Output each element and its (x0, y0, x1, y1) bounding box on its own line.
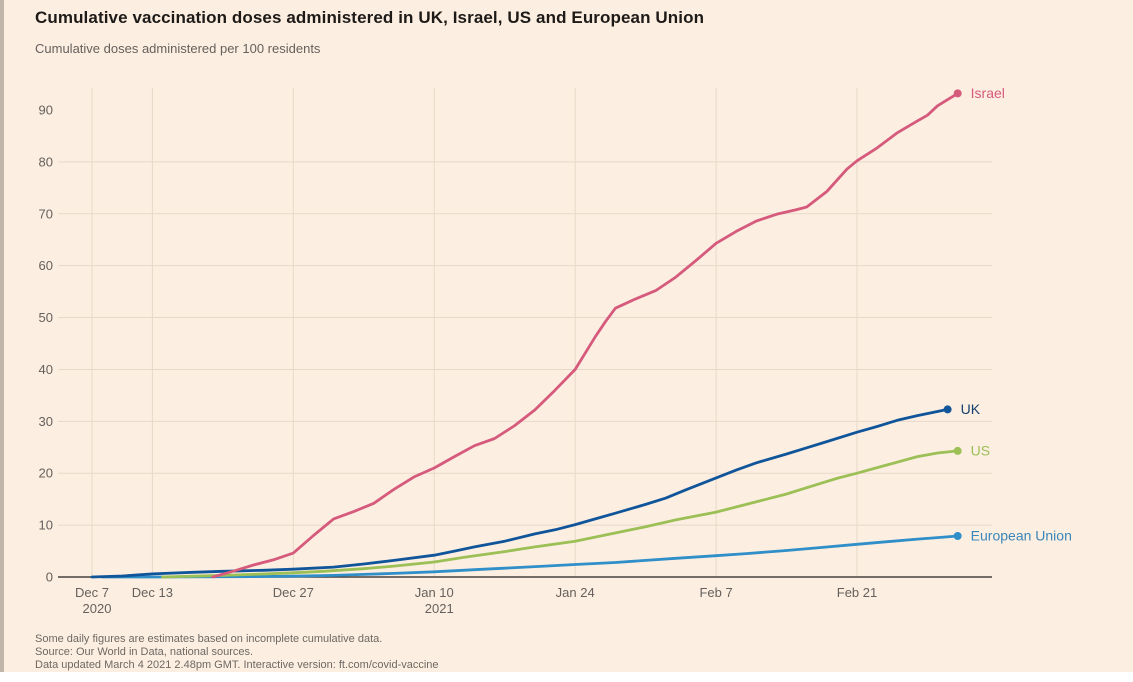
series-line-israel (211, 92, 960, 579)
x-tick-label: Dec 7 (75, 585, 109, 600)
series-end-dot-israel (953, 89, 962, 98)
y-tick-label: 50 (39, 310, 53, 325)
y-tick-label: 0 (46, 570, 53, 585)
series-line-us (161, 449, 960, 579)
y-tick-label: 90 (39, 102, 53, 117)
y-tick-label: 40 (39, 362, 53, 377)
chart-subtitle: Cumulative doses administered per 100 re… (35, 41, 321, 56)
y-tick-label: 30 (39, 414, 53, 429)
x-tick-label: Feb 7 (699, 585, 732, 600)
y-tick-label: 70 (39, 206, 53, 221)
chart-title: Cumulative vaccination doses administere… (35, 8, 705, 27)
x-tick-label: Jan 10 (415, 585, 454, 600)
chart-footer: Some daily figures are estimates based o… (35, 633, 439, 672)
x-tick-label: Dec 13 (132, 585, 173, 600)
updated-line: Data updated March 4 2021 2.48pm GMT. In… (35, 659, 439, 671)
series-label-european-union: European Union (971, 528, 1072, 544)
x-tick-year-label: 2020 (83, 601, 112, 616)
x-tick-label: Jan 24 (556, 585, 595, 600)
x-tick-label: Dec 27 (273, 585, 314, 600)
window-edge (0, 0, 4, 672)
series-end-dot-us (953, 446, 962, 455)
y-tick-label: 20 (39, 466, 53, 481)
x-tick-year-label: 2021 (425, 601, 454, 616)
page-bottom-strip (0, 672, 1133, 682)
series-label-israel: Israel (971, 85, 1005, 101)
x-tick-label: Feb 21 (837, 585, 877, 600)
series-end-dot-european-union (953, 532, 962, 541)
source-line: Source: Our World in Data, national sour… (35, 646, 254, 658)
series-line-uk (90, 407, 949, 579)
series-label-uk: UK (961, 401, 981, 417)
footnote-line: Some daily figures are estimates based o… (35, 633, 383, 645)
y-tick-label: 80 (39, 154, 53, 169)
y-tick-label: 60 (39, 258, 53, 273)
series-line-european-union (100, 534, 960, 579)
series-end-dot-uk (943, 405, 952, 414)
y-tick-label: 10 (39, 518, 53, 533)
series-label-us: US (971, 442, 990, 458)
